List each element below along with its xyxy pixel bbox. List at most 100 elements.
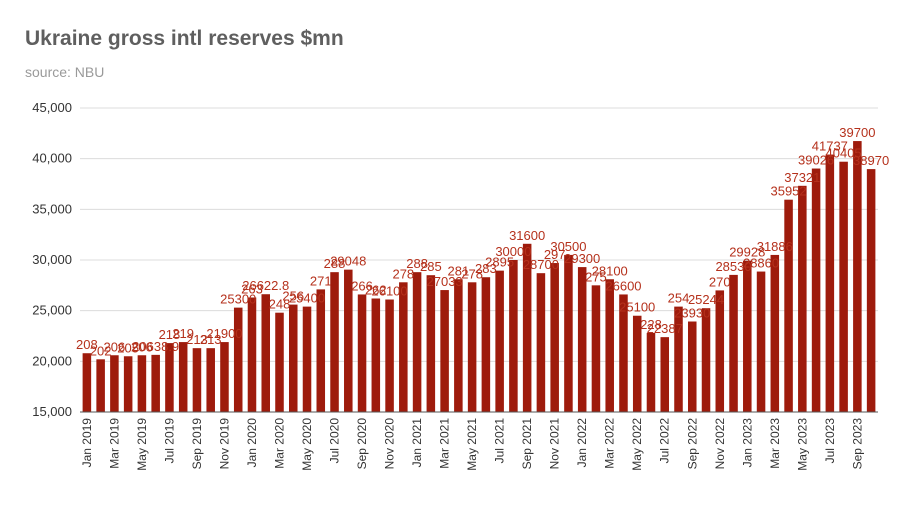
bar bbox=[357, 294, 367, 412]
data-label: 256 bbox=[282, 289, 304, 304]
data-label: 39700 bbox=[839, 125, 875, 140]
bar bbox=[165, 343, 174, 412]
bar bbox=[316, 289, 326, 412]
data-label: 275 bbox=[585, 269, 607, 284]
bar bbox=[729, 274, 738, 412]
x-tick-label: Sep 2023 bbox=[850, 418, 864, 470]
data-label: 23930 bbox=[674, 306, 710, 321]
data-label: 41737 bbox=[812, 139, 848, 154]
x-tick-label: Mar 2020 bbox=[273, 418, 287, 469]
data-label: 278 bbox=[461, 266, 483, 281]
data-label: 248 bbox=[269, 297, 291, 312]
data-label: 270 bbox=[709, 274, 731, 289]
bar bbox=[825, 154, 835, 412]
bar bbox=[784, 199, 793, 412]
data-label: 31600 bbox=[509, 228, 545, 243]
bar bbox=[715, 290, 725, 412]
bar bbox=[247, 297, 257, 412]
y-tick-label: 20,000 bbox=[32, 353, 72, 368]
bar bbox=[399, 282, 408, 412]
x-tick-label: Jul 2019 bbox=[162, 418, 176, 464]
data-label: 285 bbox=[420, 259, 442, 274]
data-label: 2895 bbox=[485, 255, 514, 270]
bar bbox=[330, 272, 339, 412]
data-label: 30000 bbox=[495, 244, 531, 259]
data-label: 29928 bbox=[729, 245, 765, 260]
x-tick-label: Sep 2019 bbox=[190, 418, 204, 470]
data-label: 219 bbox=[172, 326, 194, 341]
data-label: 40405 bbox=[826, 146, 862, 161]
data-label: 26622.8 bbox=[242, 278, 289, 293]
data-labels: 20820220620520620638.9218219213213219002… bbox=[76, 125, 889, 358]
data-label: 218 bbox=[159, 327, 181, 342]
bar bbox=[701, 308, 711, 412]
x-tick-label: Mar 2023 bbox=[768, 418, 782, 469]
x-tick-label: May 2022 bbox=[630, 418, 644, 471]
data-label: 283 bbox=[475, 261, 497, 276]
bar bbox=[687, 321, 697, 412]
y-tick-label: 45,000 bbox=[32, 100, 72, 115]
y-tick-label: 15,000 bbox=[32, 404, 72, 419]
x-tick-label: Jan 2020 bbox=[245, 418, 259, 468]
bar bbox=[770, 254, 780, 412]
data-label: 206 bbox=[131, 339, 153, 354]
data-label: 39026 bbox=[798, 153, 834, 168]
bar bbox=[288, 304, 298, 412]
data-label: 281 bbox=[448, 263, 470, 278]
bar bbox=[481, 277, 491, 412]
x-tick-label: Jan 2021 bbox=[410, 418, 424, 468]
bar bbox=[646, 332, 656, 412]
bar bbox=[743, 260, 752, 412]
data-label: 35952 bbox=[770, 184, 806, 199]
y-tick-label: 25,000 bbox=[32, 303, 72, 318]
bar bbox=[261, 294, 271, 412]
bar bbox=[632, 315, 642, 412]
x-tick-label: Nov 2021 bbox=[548, 418, 562, 470]
bar bbox=[371, 298, 381, 412]
x-tick-label: Jul 2023 bbox=[823, 418, 837, 464]
data-label: 25400 bbox=[289, 291, 325, 306]
data-label: 25244 bbox=[688, 292, 724, 307]
x-tick-label: May 2021 bbox=[465, 418, 479, 471]
data-label: 31886 bbox=[757, 239, 793, 254]
x-tick-label: Sep 2021 bbox=[520, 418, 534, 470]
bar bbox=[178, 342, 188, 412]
bar bbox=[605, 279, 614, 412]
x-tick-label: Mar 2019 bbox=[107, 418, 121, 469]
bar bbox=[619, 294, 628, 412]
data-label: 278 bbox=[392, 266, 414, 281]
bar bbox=[412, 272, 422, 412]
bar bbox=[536, 273, 546, 412]
bar bbox=[509, 260, 518, 412]
bar bbox=[206, 348, 215, 412]
data-label: 29048 bbox=[330, 254, 366, 269]
data-label: 30500 bbox=[550, 239, 586, 254]
bar bbox=[550, 263, 559, 412]
bar bbox=[564, 254, 573, 412]
data-label: 263 bbox=[241, 281, 263, 296]
data-label: 28700 bbox=[523, 257, 559, 272]
x-axis-ticks: Jan 2019 Mar 2019 May 2019 Jul 2019 Sep 2019… bbox=[80, 418, 864, 471]
bar bbox=[344, 269, 353, 412]
x-tick-label: May 2019 bbox=[135, 418, 149, 471]
x-tick-label: Jul 2022 bbox=[658, 418, 672, 464]
data-label: 28100 bbox=[592, 263, 628, 278]
data-label: 202 bbox=[90, 343, 112, 358]
data-label: 262 bbox=[365, 283, 387, 298]
bar bbox=[137, 355, 147, 412]
bar bbox=[839, 161, 848, 412]
data-label: 27033 bbox=[427, 274, 463, 289]
data-label: 26100 bbox=[371, 284, 407, 299]
data-label: 22387 bbox=[647, 321, 683, 336]
bar bbox=[440, 290, 449, 412]
data-label: 28860 bbox=[743, 256, 779, 271]
y-axis-ticks: 15,000 20,000 25,000 30,000 35,000 40,000 45,0… bbox=[32, 100, 72, 419]
data-label: 297 bbox=[544, 247, 566, 262]
data-label: 37321 bbox=[784, 170, 820, 185]
bar bbox=[220, 342, 229, 412]
bars bbox=[82, 141, 876, 412]
bar bbox=[591, 285, 601, 412]
x-tick-label: Jan 2023 bbox=[740, 418, 754, 468]
bar bbox=[385, 299, 394, 412]
data-label: 38970 bbox=[853, 153, 889, 168]
